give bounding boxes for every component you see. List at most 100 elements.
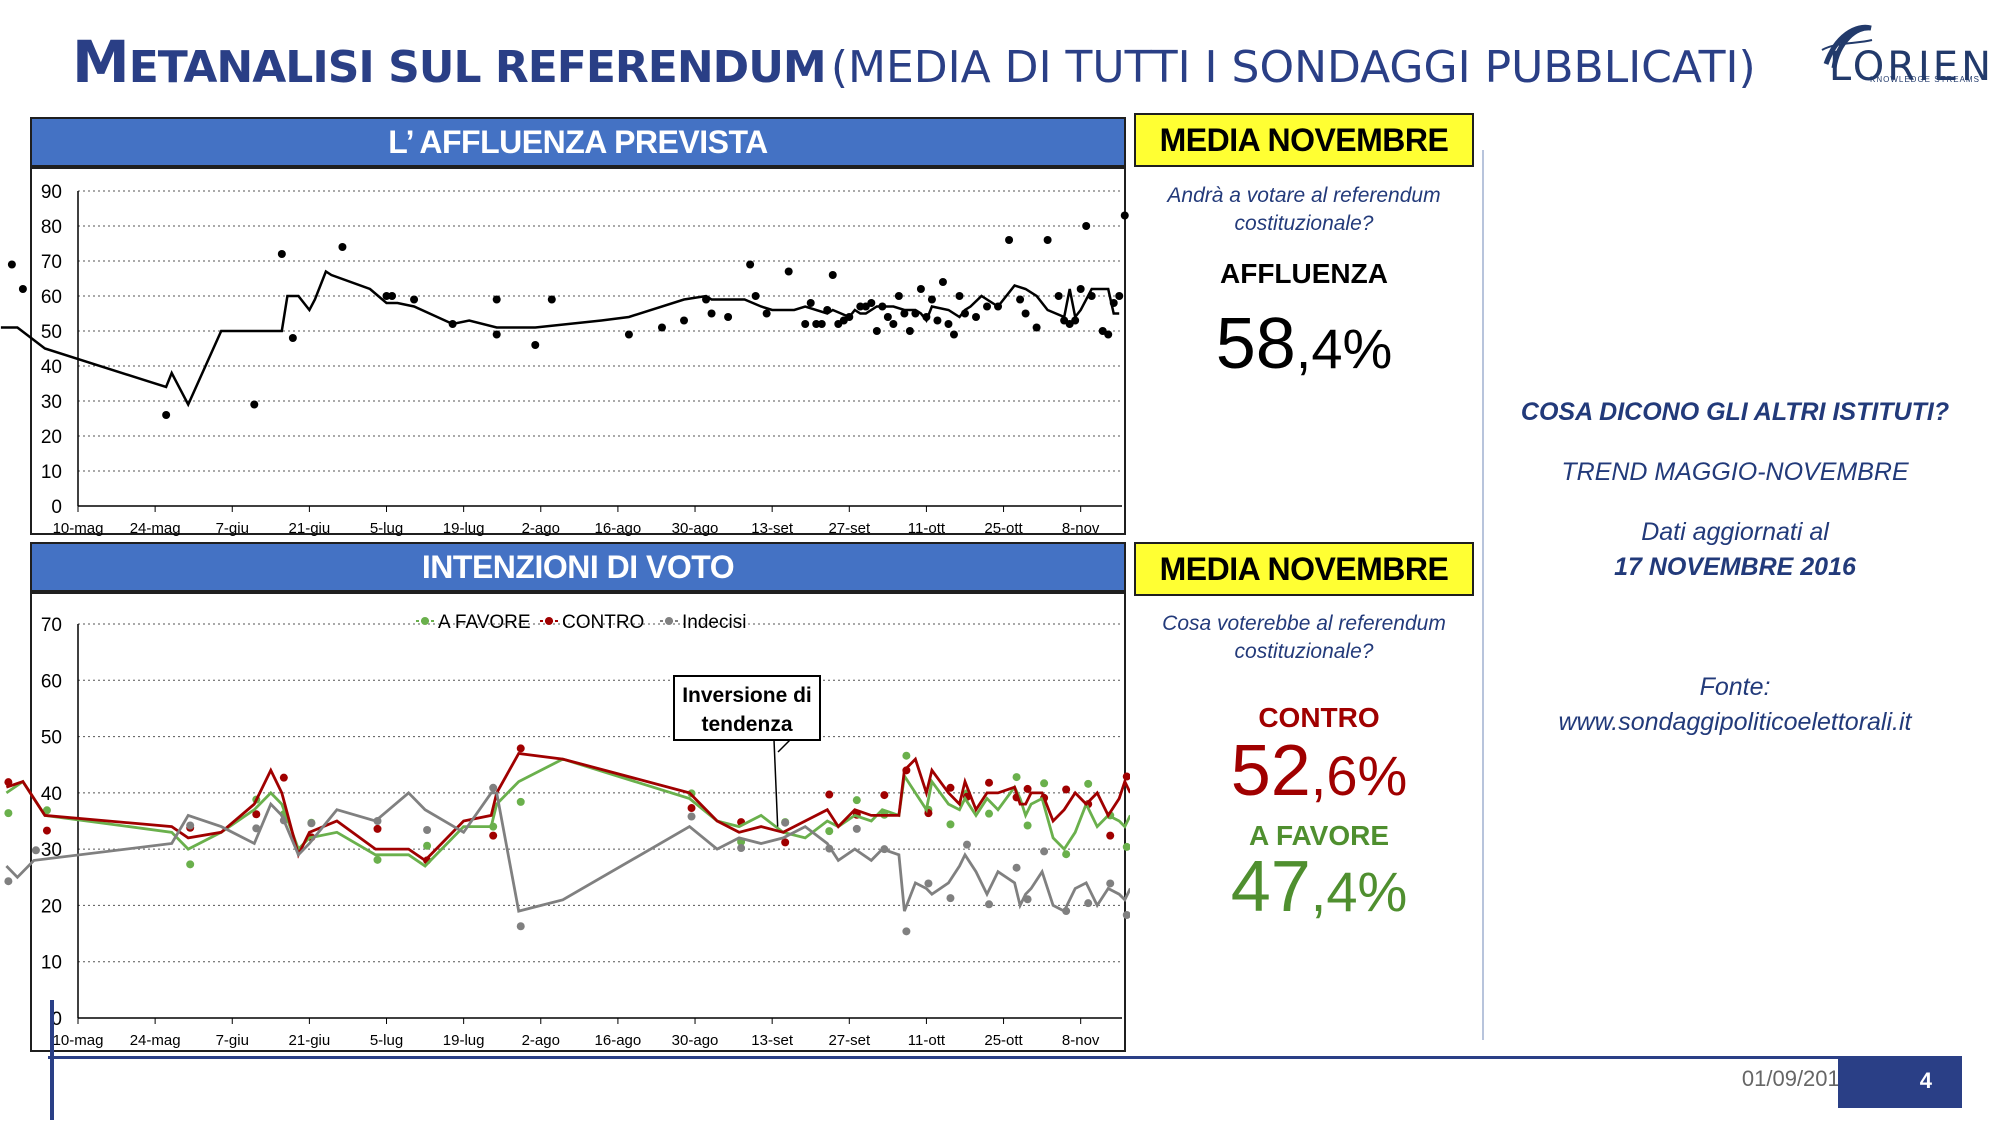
affluenza-point — [784, 267, 793, 276]
y-tick-label: 30 — [41, 840, 62, 861]
legend-marker — [545, 617, 553, 625]
page-title: METANALISI SUL REFERENDUM (MEDIA DI TUTT… — [72, 28, 1756, 96]
favore-point — [1122, 842, 1130, 851]
footer-date: 01/09/2016 — [1741, 1066, 1852, 1091]
voto-chart-frame — [30, 592, 1126, 1052]
sidebar-trend: TREND MAGGIO-NOVEMBRE — [1561, 458, 1909, 486]
affluenza-point — [162, 411, 171, 419]
indecisi-point — [307, 819, 316, 828]
affluenza-point — [1043, 236, 1052, 244]
affluenza-point — [801, 320, 810, 328]
affluenza-point — [624, 330, 633, 339]
affluenza-point — [250, 400, 259, 409]
x-tick-label: 27-set — [828, 520, 871, 537]
favore-point — [42, 806, 51, 815]
x-tick-label: 2-ago — [522, 520, 560, 537]
x-tick-label: 16-ago — [595, 520, 642, 537]
y-tick-label: 50 — [41, 322, 62, 343]
affluenza-point — [762, 309, 771, 318]
affluenza-point — [707, 309, 716, 318]
x-tick-label: 19-lug — [443, 520, 485, 537]
logo-name: LORIEN — [1828, 44, 1994, 90]
y-tick-label: 0 — [51, 1009, 62, 1030]
affluenza-point — [338, 243, 347, 251]
affluenza-point — [944, 320, 953, 328]
indecisi-point — [687, 812, 696, 821]
contro-point — [825, 790, 834, 799]
contro-point — [1023, 784, 1032, 793]
x-tick-label: 19-lug — [443, 1032, 485, 1049]
y-tick-label: 0 — [51, 497, 62, 518]
favore-point — [423, 841, 432, 850]
affluenza-point — [1087, 292, 1096, 300]
x-tick-label: 10-mag — [53, 520, 104, 537]
indecisi-point — [962, 840, 971, 849]
favore-point — [825, 827, 834, 836]
indecisi-point — [1012, 863, 1021, 872]
indecisi-point — [186, 821, 195, 830]
affluenza-point — [1120, 211, 1129, 220]
affluenza-point — [872, 327, 881, 335]
x-tick-label: 30-ago — [672, 520, 719, 537]
legend-label-favore: A FAVORE — [438, 612, 531, 633]
y-tick-label: 70 — [41, 615, 62, 636]
affluenza-point — [531, 341, 540, 349]
contro-point — [4, 778, 13, 787]
affluenza-point — [746, 260, 755, 269]
x-tick-label: 25-ott — [984, 520, 1023, 537]
favore-point — [1084, 779, 1093, 788]
affluenza-point — [894, 292, 903, 300]
affluenza-point — [657, 323, 666, 332]
affluenza-point — [889, 320, 898, 328]
affluenza-point — [949, 330, 958, 339]
y-tick-label: 40 — [41, 357, 62, 378]
affluenza-point — [916, 285, 925, 293]
indecisi-point — [737, 844, 746, 853]
contro-point — [985, 778, 994, 787]
indecisi-point — [252, 824, 261, 833]
legend-label-indecisi: Indecisi — [682, 612, 746, 633]
x-tick-label: 25-ott — [984, 1032, 1023, 1049]
indecisi-point — [423, 826, 432, 835]
x-tick-label: 16-ago — [595, 1032, 642, 1049]
voto-chart: 0 10 20 30 40 50 60 70 10-mag 24-mag 7-giu 21-giu 5-… — [4, 612, 1130, 1049]
affluenza-point — [492, 330, 501, 339]
contro-point — [946, 783, 955, 792]
y-tick-label: 20 — [41, 427, 62, 448]
affluenza-point — [972, 313, 981, 321]
affluenza-point — [1032, 323, 1041, 332]
favore-label: A FAVORE — [1248, 820, 1389, 851]
affluenza-point — [1021, 309, 1030, 318]
contro-point — [880, 791, 889, 800]
indecisi-point — [985, 900, 994, 909]
favore-point — [516, 797, 525, 806]
y-tick-label: 60 — [41, 287, 62, 308]
x-tick-label: 8-nov — [1062, 520, 1100, 537]
favore-line — [5, 757, 1130, 868]
contro-point — [516, 744, 525, 753]
bottom-banner: INTENZIONI DI VOTO — [30, 542, 1126, 592]
affluenza-point — [724, 313, 733, 321]
affluenza-point — [994, 302, 1003, 311]
affluenza-point — [806, 299, 815, 307]
contro-point — [489, 831, 498, 840]
affluenza-point — [410, 295, 419, 304]
affluenza-point — [933, 316, 942, 325]
x-tick-label: 21-giu — [289, 520, 331, 537]
x-tick-label: 13-set — [751, 520, 794, 537]
contro-point — [1106, 831, 1115, 840]
affluenza-point — [1016, 295, 1025, 304]
affluenza-point — [960, 309, 969, 318]
favore-point — [1040, 779, 1049, 788]
affluenza-point — [1109, 299, 1118, 307]
affluenza-point — [927, 295, 936, 304]
legend-marker — [421, 617, 429, 625]
affluenza-point — [955, 292, 964, 300]
affluenza-line — [0, 269, 1120, 408]
affluenza-point — [277, 250, 286, 258]
annotation-text-line2: tendenza — [701, 713, 792, 736]
x-tick-label: 7-giu — [216, 1032, 249, 1049]
x-tick-label: 10-mag — [53, 1032, 104, 1049]
favore-point — [186, 860, 195, 869]
indecisi-point — [1122, 910, 1130, 919]
